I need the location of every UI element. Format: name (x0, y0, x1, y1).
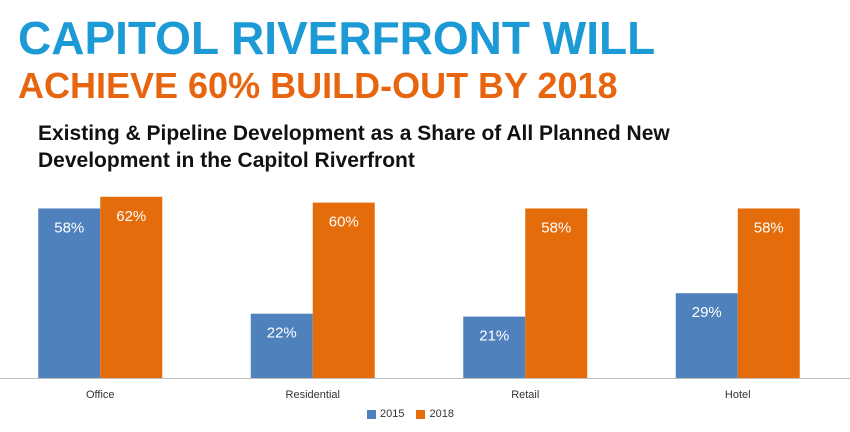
legend-swatch-2018 (416, 409, 426, 419)
legend-item-2015: 2015 (367, 408, 404, 420)
data-label-2018-hotel: 58% (754, 219, 784, 236)
data-label-2015-office: 58% (54, 219, 84, 236)
data-label-2015-retail: 21% (479, 328, 509, 345)
category-label-retail: Retail (511, 389, 539, 401)
bar-2015-retail (463, 316, 526, 378)
headline-line-1: CAPITOL RIVERFRONT WILL (18, 12, 656, 64)
data-label-2015-hotel: 29% (692, 304, 722, 321)
bars-layer: 58% 62% 22% 60% 21% 58% 29% 58% (38, 196, 800, 378)
legend-swatch-2015 (367, 409, 376, 419)
chart-title: Existing & Pipeline Development as a Sha… (38, 122, 670, 172)
legend-label-2018: 2018 (429, 408, 454, 420)
bar-2018-office (100, 196, 163, 378)
headline-line-2: ACHIEVE 60% BUILD-OUT BY 2018 (18, 65, 618, 106)
legend-item-2018: 2018 (416, 408, 454, 420)
bar-2015-hotel (675, 293, 738, 378)
bar-2015-office (38, 208, 101, 378)
legend-label-2015: 2015 (380, 408, 405, 420)
data-label-2018-office: 62% (116, 208, 146, 225)
legend: 2015 2018 (367, 408, 454, 420)
bar-2018-residential (312, 202, 375, 378)
bar-2015-residential (250, 313, 313, 378)
bar-2018-retail (525, 208, 588, 378)
data-label-2015-residential: 22% (267, 325, 297, 342)
data-label-2018-retail: 58% (541, 219, 571, 236)
category-label-hotel: Hotel (725, 389, 751, 401)
category-labels: Office Residential Retail Hotel (86, 389, 751, 401)
category-label-office: Office (86, 389, 115, 401)
data-label-2018-residential: 60% (329, 214, 359, 231)
category-label-residential: Residential (286, 389, 340, 401)
bar-2018-hotel (737, 208, 800, 378)
